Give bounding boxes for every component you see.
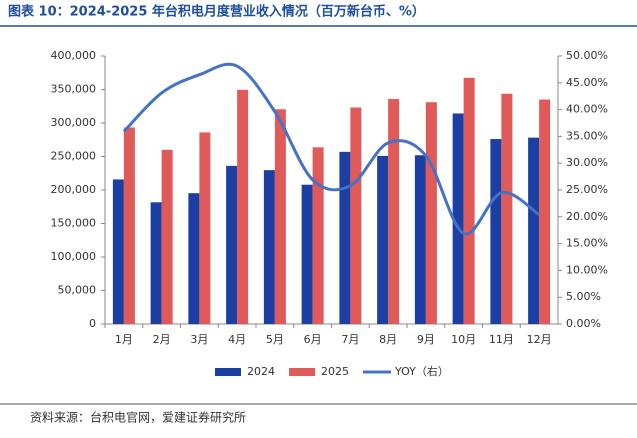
y2-tick-label: 15.00% [566, 237, 608, 250]
bar [539, 99, 551, 324]
legend-label: 2025 [321, 365, 349, 378]
bar [161, 149, 173, 324]
chart-title: 图表 10：2024-2025 年台积电月度营业收入情况（百万新台币、%） [8, 4, 425, 20]
bar [301, 184, 313, 324]
bar [490, 139, 502, 324]
bar [237, 89, 249, 325]
x-tick-label: 10月 [451, 333, 476, 346]
y2-tick-label: 25.00% [566, 183, 608, 196]
y-tick-label: 200,000 [51, 183, 97, 196]
y-tick-label: 50,000 [58, 284, 97, 297]
y2-tick-label: 35.00% [566, 129, 608, 142]
bar [263, 170, 275, 324]
legend-label: 2024 [247, 365, 275, 378]
x-tick-label: 8月 [379, 333, 397, 346]
bar [112, 179, 124, 324]
y2-tick-label: 30.00% [566, 156, 608, 169]
legend-swatch [289, 368, 315, 376]
x-tick-label: 4月 [228, 333, 246, 346]
x-tick-label: 7月 [341, 333, 359, 346]
bar [528, 137, 540, 324]
x-tick-label: 6月 [304, 333, 322, 346]
bar [150, 202, 162, 324]
x-tick-label: 1月 [115, 333, 133, 346]
bar [312, 147, 324, 324]
bar [414, 155, 426, 324]
y-tick-label: 350,000 [51, 83, 97, 96]
x-tick-label: 9月 [417, 333, 435, 346]
y2-tick-label: 40.00% [566, 103, 608, 116]
y-tick-label: 100,000 [51, 250, 97, 263]
bar [274, 109, 286, 325]
y2-tick-label: 45.00% [566, 76, 608, 89]
bar [199, 132, 211, 324]
y2-tick-label: 50.00% [566, 49, 608, 62]
line [122, 62, 540, 236]
source: 资料来源：台积电官网，爱建证券研究所 [30, 410, 246, 425]
y2-tick-label: 5.00% [566, 290, 601, 303]
bar [463, 77, 475, 324]
bar [350, 107, 362, 324]
bar [377, 155, 389, 324]
bar [339, 151, 351, 324]
legend-label: YOY（右） [394, 364, 449, 378]
x-tick-label: 11月 [489, 333, 514, 346]
legend-swatch [215, 368, 241, 376]
bar [425, 102, 437, 324]
x-tick-label: 12月 [527, 333, 552, 346]
y-tick-label: 150,000 [51, 217, 97, 230]
y2-tick-label: 10.00% [566, 263, 608, 276]
y2-tick-label: 20.00% [566, 210, 608, 223]
bar [226, 165, 238, 324]
bar [123, 127, 135, 324]
y-tick-label: 300,000 [51, 116, 97, 129]
x-tick-label: 3月 [190, 333, 208, 346]
x-tick-label: 5月 [266, 333, 284, 346]
x-tick-label: 2月 [153, 333, 171, 346]
y2-tick-label: 0.00% [566, 317, 601, 330]
bar [501, 93, 513, 324]
y-tick-label: 0 [89, 317, 96, 330]
bar [452, 113, 464, 324]
bar [388, 99, 400, 324]
y-tick-label: 400,000 [51, 49, 97, 62]
bar [188, 193, 200, 324]
y-tick-label: 250,000 [51, 150, 97, 163]
